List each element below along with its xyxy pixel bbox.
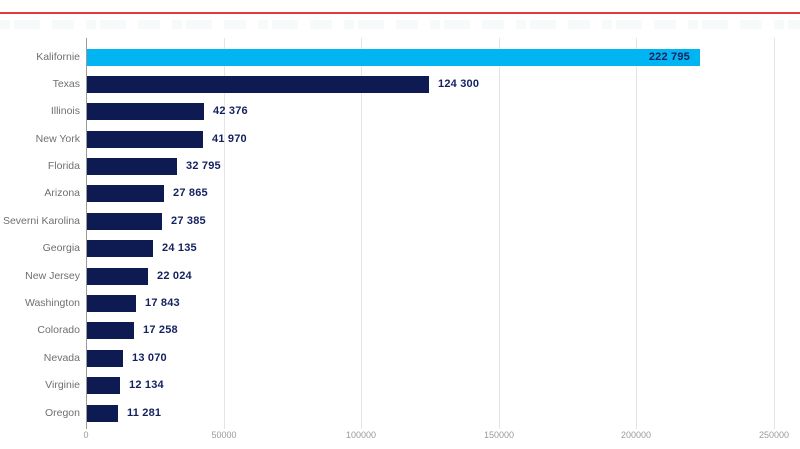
value-label: 24 135: [162, 242, 197, 254]
bar[interactable]: [87, 350, 123, 367]
category-label: Illinois: [50, 105, 80, 117]
gridline: [361, 38, 362, 429]
value-label: 22 024: [157, 270, 192, 282]
x-tick-label: 150000: [483, 430, 515, 440]
category-label: Severni Karolina: [2, 215, 80, 227]
category-label: Florida: [47, 160, 80, 172]
value-label: 124 300: [438, 78, 480, 90]
value-label: 17 258: [143, 324, 178, 336]
category-label: New York: [35, 133, 80, 145]
category-label: Washington: [24, 297, 80, 309]
category-label: Texas: [52, 78, 80, 90]
value-label: 32 795: [186, 160, 221, 172]
bar[interactable]: [87, 322, 134, 339]
category-label: New Jersey: [25, 270, 80, 282]
gridline: [499, 38, 500, 429]
value-label: 27 865: [173, 187, 208, 199]
bar[interactable]: [87, 240, 153, 257]
value-label: 11 281: [127, 407, 162, 419]
gridline: [224, 38, 225, 429]
bar[interactable]: [87, 158, 177, 175]
value-label: 222 795: [648, 51, 690, 63]
category-label: Nevada: [43, 352, 80, 364]
value-label: 41 970: [212, 133, 247, 145]
value-label: 13 070: [132, 352, 167, 364]
bar[interactable]: [87, 103, 204, 120]
bar[interactable]: [87, 295, 136, 312]
gridline: [636, 38, 637, 429]
watermark-strip: [0, 20, 800, 29]
value-label: 27 385: [171, 215, 206, 227]
bar[interactable]: [87, 405, 118, 422]
bar[interactable]: [87, 268, 148, 285]
category-label: Oregon: [44, 407, 80, 419]
x-tick-label: 200000: [620, 430, 652, 440]
x-tick-label: 250000: [758, 430, 790, 440]
value-label: 42 376: [213, 105, 248, 117]
bar[interactable]: [87, 185, 164, 202]
bar[interactable]: [87, 213, 162, 230]
category-label: Kalifornie: [36, 51, 80, 63]
value-label: 17 843: [145, 297, 180, 309]
bar[interactable]: [87, 377, 120, 394]
bar[interactable]: [87, 76, 429, 93]
value-label: 12 134: [129, 379, 164, 391]
x-tick-label: 50000: [211, 430, 237, 440]
category-label: Virginie: [45, 379, 80, 391]
gridline: [774, 38, 775, 429]
x-tick-label: 0: [83, 430, 89, 440]
category-label: Colorado: [37, 324, 80, 336]
y-axis-line: [86, 38, 87, 429]
top-red-rule: [0, 12, 800, 14]
category-label: Georgia: [42, 242, 80, 254]
category-label: Arizona: [44, 187, 80, 199]
x-tick-label: 100000: [345, 430, 377, 440]
bar[interactable]: [87, 49, 700, 66]
bar[interactable]: [87, 131, 203, 148]
